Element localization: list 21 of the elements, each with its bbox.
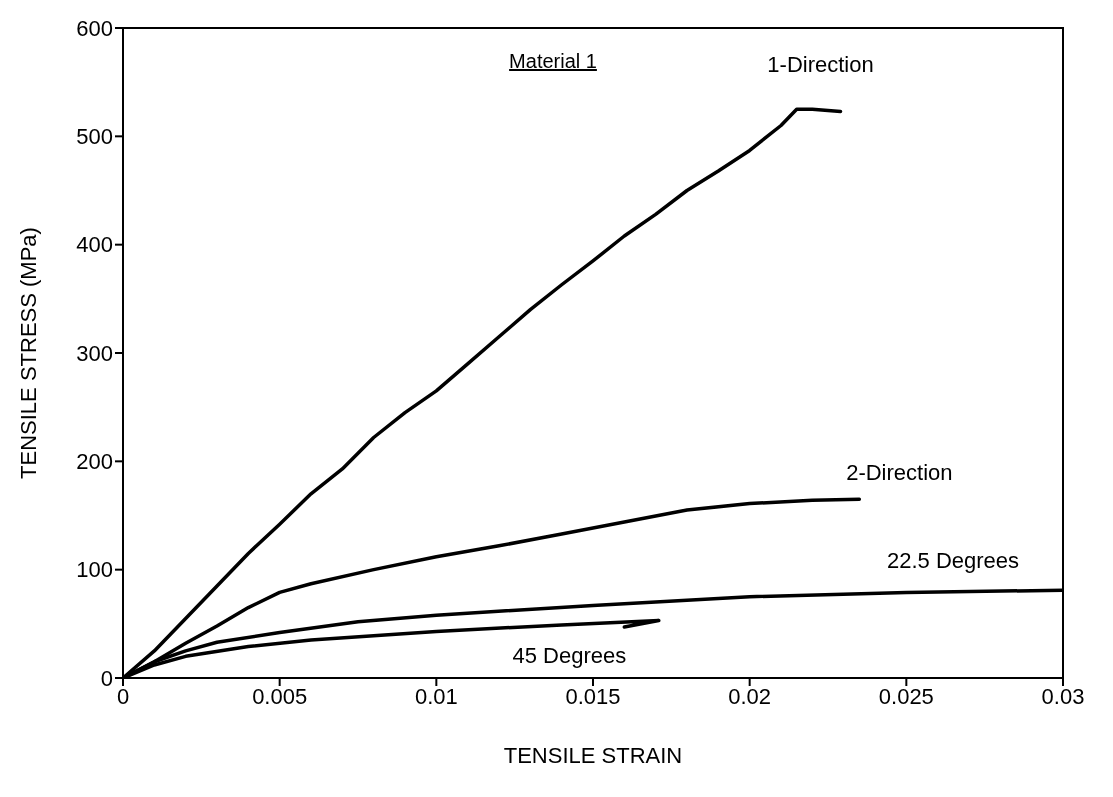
x-tick-label: 0.01 <box>414 683 458 709</box>
x-tick-label: 0.025 <box>878 683 934 709</box>
x-tick-label: 0.03 <box>1041 683 1085 709</box>
y-tick-label: 600 <box>76 15 113 41</box>
y-tick-label: 400 <box>76 232 113 258</box>
x-tick-label: 0.02 <box>728 683 772 709</box>
series-label: 2-Direction <box>846 460 953 486</box>
x-axis-title: TENSILE STRAIN <box>503 743 683 768</box>
series-label: 45 Degrees <box>512 642 627 668</box>
y-tick-label: 200 <box>76 449 113 475</box>
y-tick-label: 300 <box>76 340 113 366</box>
y-tick-label: 100 <box>76 557 113 583</box>
series-label: 22.5 Degrees <box>886 548 1020 574</box>
y-axis-title: TENSILE STRESS (MPa) <box>15 227 41 479</box>
y-tick-label: 500 <box>76 124 113 150</box>
annotation: Material 1 <box>509 50 597 72</box>
x-tick-label: 0.005 <box>252 683 308 709</box>
series-label: 1-Direction <box>767 52 874 78</box>
x-tick-label: 0 <box>116 683 130 709</box>
x-tick-label: 0.015 <box>565 683 621 709</box>
y-tick-label: 0 <box>100 665 113 691</box>
